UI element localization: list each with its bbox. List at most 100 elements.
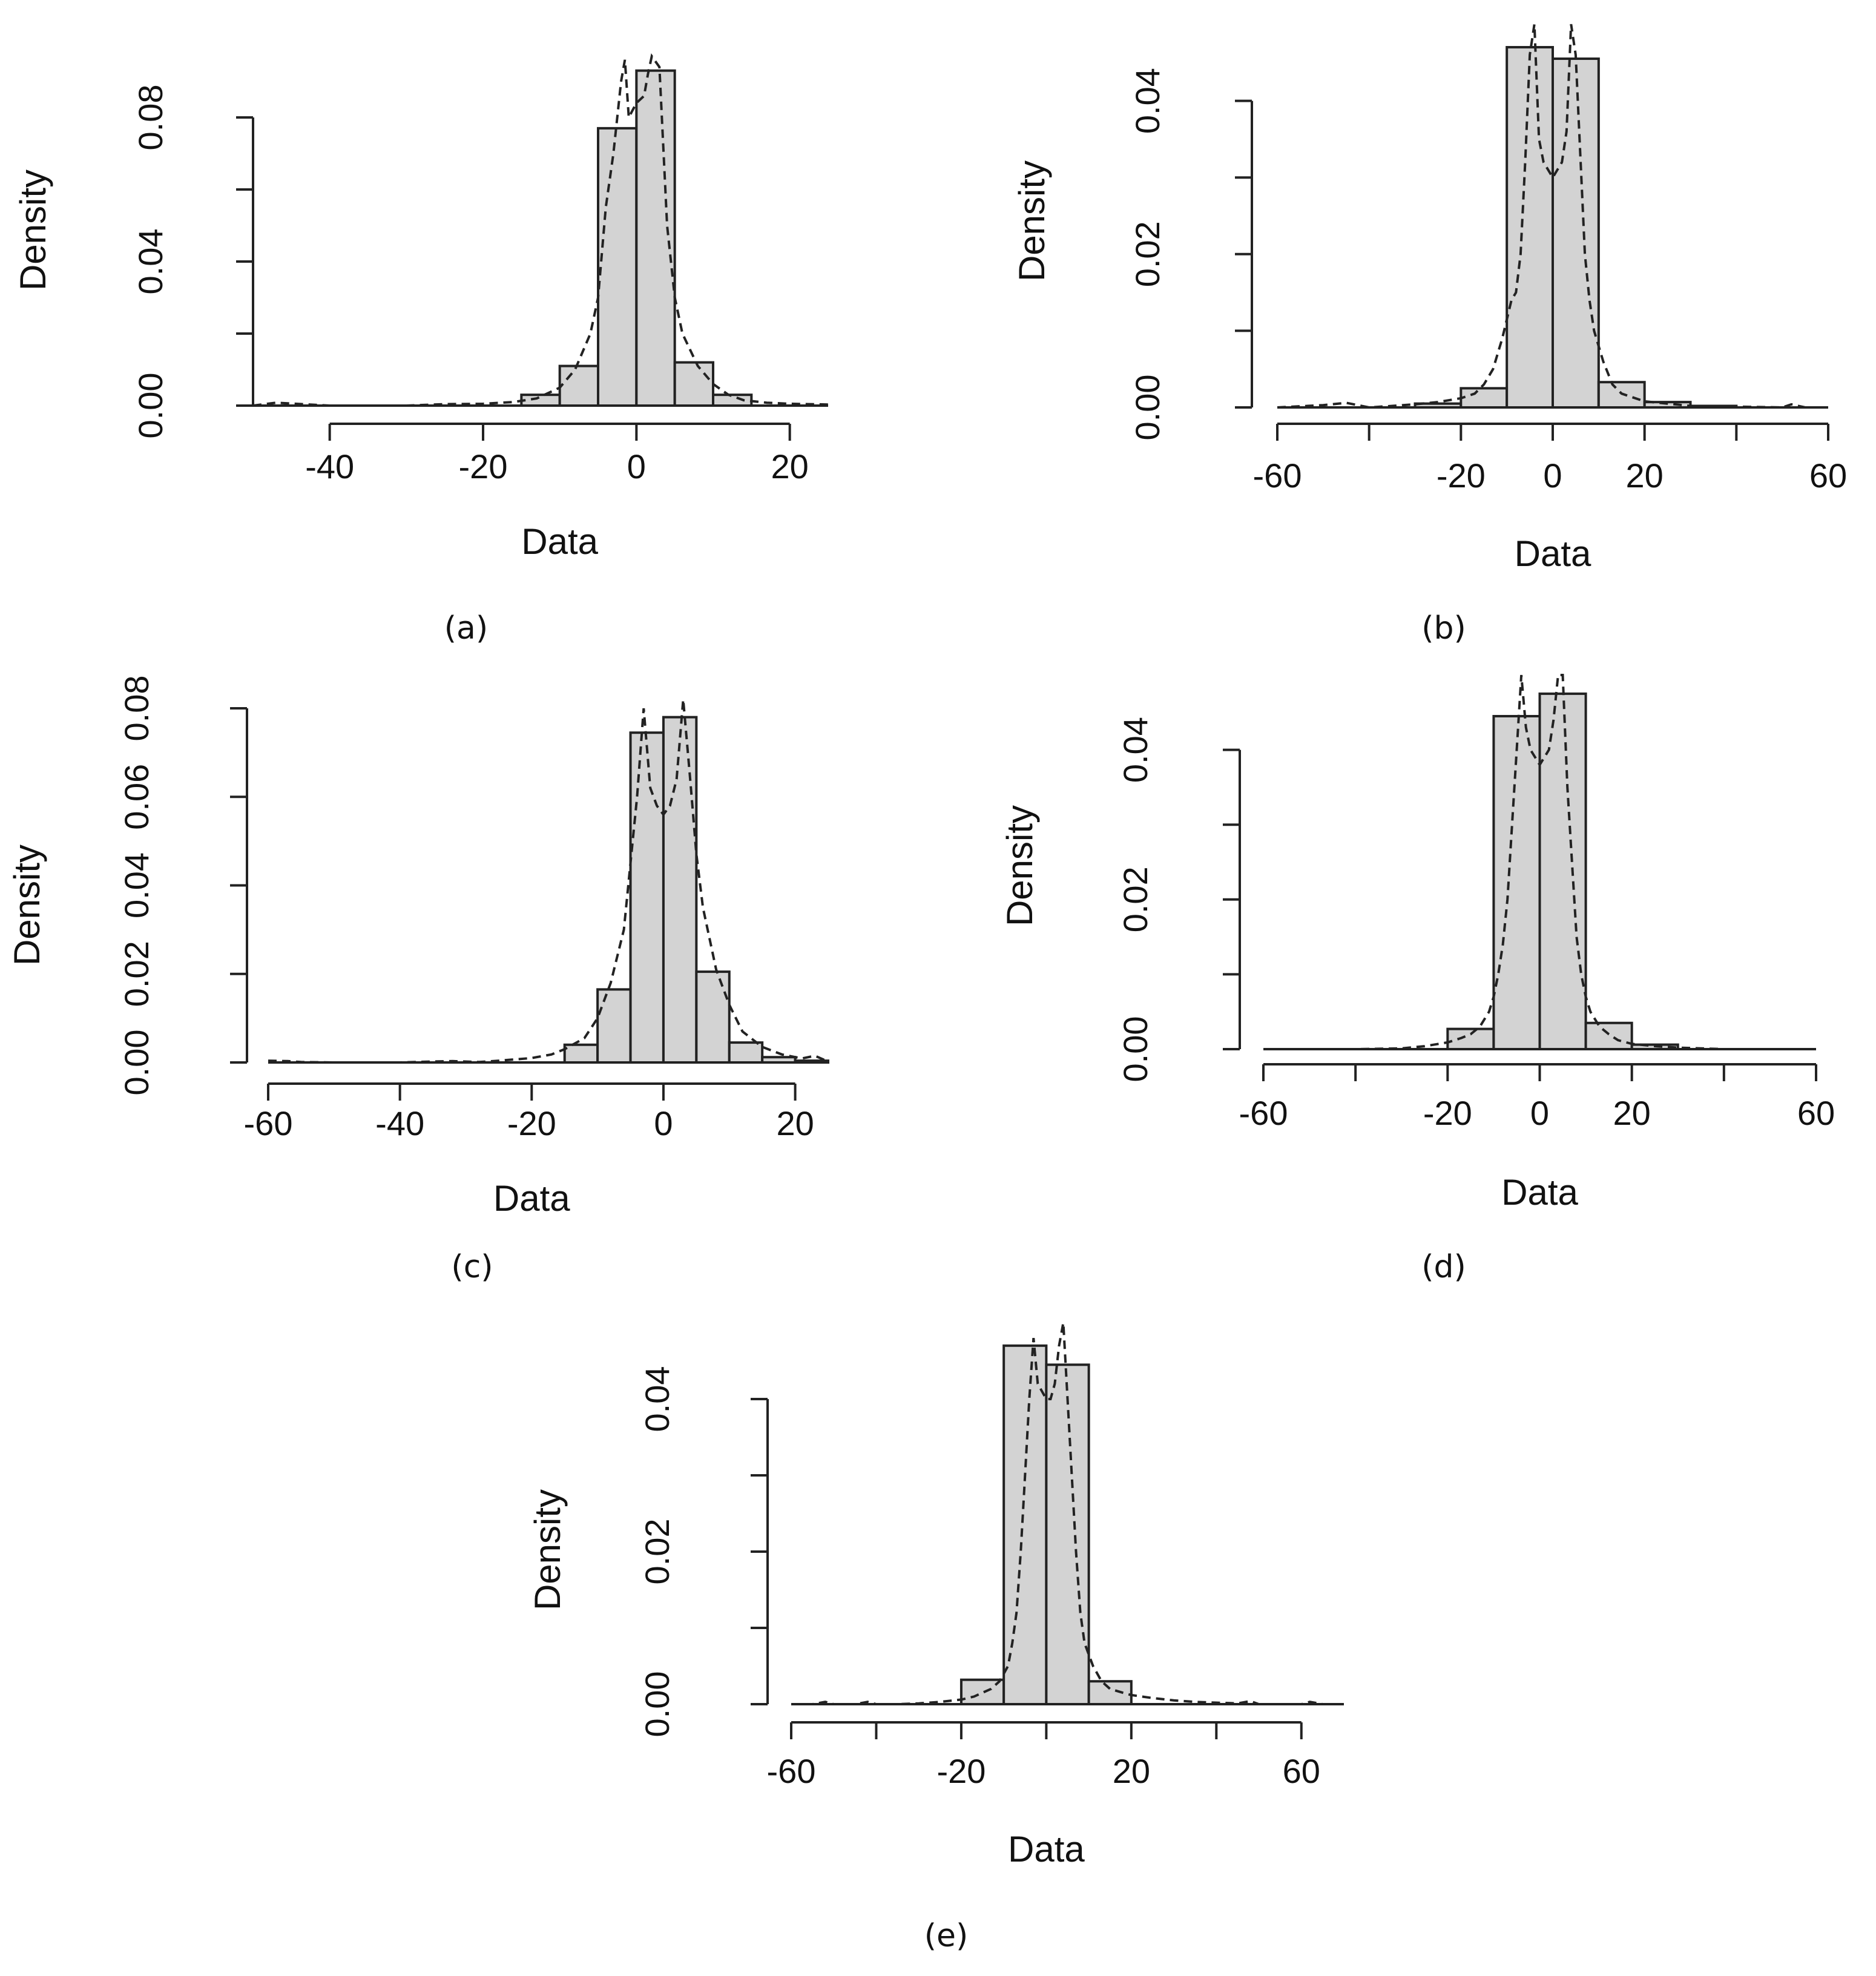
y-tick-label: 0.04 (1128, 68, 1167, 134)
x-axis-label: Data (493, 1178, 570, 1219)
histogram-bar (596, 988, 632, 1064)
y-tick-label: 0.00 (1116, 1016, 1154, 1082)
y-tick-label: 0.04 (131, 229, 169, 295)
x-tick-label: -20 (1437, 456, 1486, 495)
y-tick-label: 0.02 (1116, 866, 1154, 932)
density-curve (791, 1322, 1344, 1705)
x-axis: -40 -20 0 20 (305, 423, 809, 486)
panel-caption: (e) (924, 1918, 969, 1954)
histogram-bar (563, 1043, 599, 1064)
histogram-bar (635, 69, 676, 407)
x-tick-label: -40 (305, 447, 354, 486)
x-tick-label: 60 (1809, 456, 1847, 495)
y-tick-label: 0.06 (117, 764, 156, 830)
histogram-bar (558, 364, 600, 407)
x-tick-label: -40 (375, 1104, 424, 1142)
x-tick-label: 20 (1626, 456, 1664, 495)
y-tick-label: 0.08 (117, 676, 156, 742)
histogram-bar (794, 1059, 830, 1064)
x-tick-label: -20 (936, 1752, 986, 1790)
x-tick-label: -60 (767, 1752, 816, 1790)
histogram-bar (1584, 1021, 1633, 1050)
density-curve (268, 699, 829, 1064)
panel-a: 0.00 0.04 0.08 -40 -20 0 20 Data Density (a) (13, 53, 829, 647)
x-tick-label: 60 (1283, 1752, 1320, 1790)
panel-caption: (d) (1421, 1249, 1466, 1285)
x-tick-label: -20 (459, 447, 508, 486)
y-axis-label: Density (13, 170, 53, 291)
panel-b: 0.00 0.02 0.04 -60 -20 0 20 60 Data Density (b… (1012, 24, 1847, 647)
density-curve (252, 53, 829, 407)
histogram-bar (1460, 387, 1509, 409)
y-tick-label: 0.00 (131, 373, 169, 439)
y-axis: 0.00 0.02 0.04 0.06 0.08 (117, 676, 248, 1096)
panel-e: 0.00 0.02 0.04 -60 -20 20 60 Data Density (e) (527, 1322, 1344, 1954)
x-tick-label: 0 (654, 1104, 673, 1142)
density-curve (1263, 674, 1816, 1050)
histogram-bar (520, 394, 561, 407)
y-axis-label: Density (999, 805, 1040, 926)
histogram-bar (728, 1041, 764, 1064)
panel-caption: (c) (451, 1249, 493, 1285)
x-tick-label: 20 (776, 1104, 814, 1142)
histogram-bar (673, 361, 714, 407)
panel-c: 0.00 0.02 0.04 0.06 0.08 -60 -40 -20 0 20 Data D… (7, 676, 830, 1285)
histogram-bar (1552, 57, 1600, 409)
y-tick-label: 0.04 (638, 1366, 676, 1432)
x-tick-label: 0 (1543, 456, 1562, 495)
histogram-bar (1506, 45, 1555, 409)
y-tick-label: 0.02 (117, 941, 156, 1007)
x-tick-label: -20 (507, 1104, 556, 1142)
x-axis-label: Data (1501, 1172, 1578, 1213)
x-tick-label: 20 (771, 447, 809, 486)
y-tick-label: 0.00 (638, 1671, 676, 1737)
x-tick-label: -60 (1253, 456, 1302, 495)
x-axis: -60 -20 20 60 (767, 1721, 1320, 1790)
x-axis: -60 -40 -20 0 20 (244, 1082, 814, 1142)
y-tick-label: 0.02 (638, 1519, 676, 1585)
x-tick-label: 60 (1797, 1094, 1835, 1132)
y-tick-label: 0.00 (117, 1030, 156, 1096)
histogram-bar (1087, 1680, 1133, 1705)
histogram-bar (1045, 1363, 1090, 1706)
x-axis-label: Data (1008, 1829, 1085, 1869)
histogram-bar (959, 1678, 1005, 1705)
x-tick-label: -60 (1239, 1094, 1288, 1132)
histogram-bar (629, 731, 665, 1064)
histogram-bar (1002, 1344, 1048, 1706)
panel-caption: (a) (444, 610, 488, 647)
y-tick-label: 0.04 (117, 852, 156, 918)
histogram-bar (712, 394, 753, 407)
histogram-bar (1492, 714, 1541, 1050)
x-tick-label: -20 (1423, 1094, 1472, 1132)
x-axis-label: Data (521, 521, 598, 562)
y-axis-label: Density (7, 845, 47, 966)
x-tick-label: 0 (627, 447, 646, 486)
histogram-bar (662, 716, 698, 1064)
x-tick-label: 20 (1113, 1752, 1150, 1790)
y-tick-label: 0.08 (131, 85, 169, 151)
x-tick-label: 0 (1530, 1094, 1549, 1132)
y-axis: 0.00 0.02 0.04 (1128, 68, 1253, 441)
histogram-bar (597, 127, 638, 407)
y-tick-label: 0.00 (1128, 375, 1167, 441)
y-tick-label: 0.02 (1128, 221, 1167, 287)
y-tick-label: 0.04 (1116, 717, 1154, 783)
histogram-bar (1538, 692, 1587, 1050)
y-axis: 0.00 0.02 0.04 (638, 1366, 769, 1737)
y-axis: 0.00 0.04 0.08 (131, 85, 254, 439)
x-tick-label: -60 (244, 1104, 293, 1142)
y-axis-label: Density (527, 1489, 568, 1610)
histogram-bar (695, 970, 731, 1064)
y-axis: 0.00 0.02 0.04 (1116, 717, 1241, 1082)
panel-d: 0.00 0.02 0.04 -60 -20 0 20 60 Data Density (d… (999, 674, 1835, 1285)
x-tick-label: 20 (1613, 1094, 1651, 1132)
y-axis-label: Density (1012, 160, 1052, 282)
x-axis-label: Data (1515, 533, 1591, 574)
panel-caption: (b) (1421, 610, 1466, 647)
density-curve (1277, 24, 1828, 409)
x-axis: -60 -20 0 20 60 (1239, 1063, 1835, 1132)
x-axis: -60 -20 0 20 60 (1253, 423, 1847, 495)
histogram-bar (761, 1056, 797, 1064)
